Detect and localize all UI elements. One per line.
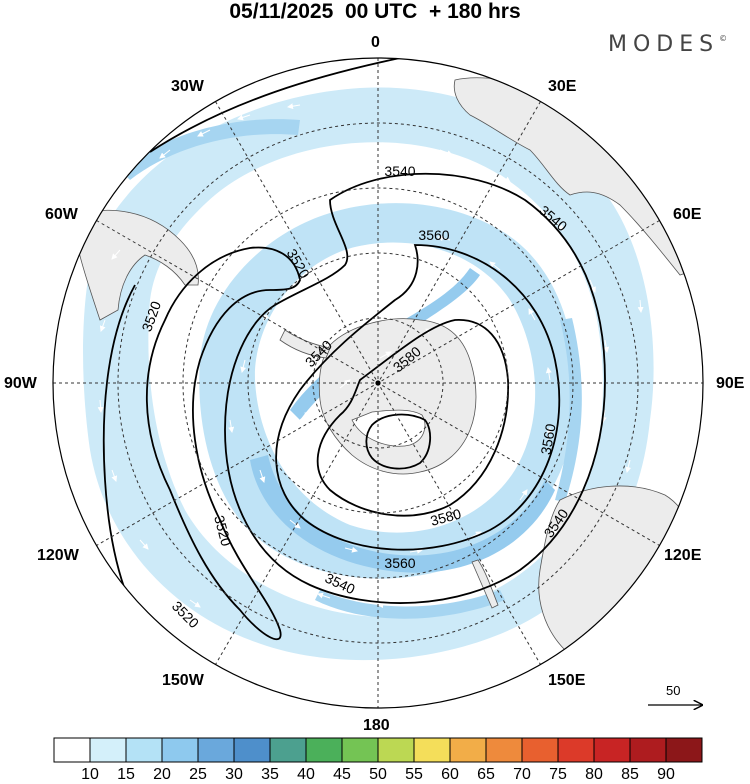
colorbar-swatch (665, 737, 703, 763)
colorbar-swatch (161, 737, 199, 763)
contour-3580 (316, 319, 509, 517)
contour-label: 3540 (384, 163, 415, 179)
new-zealand (471, 559, 499, 609)
colorbar-swatch (485, 737, 523, 763)
lon-label-150w: 150W (162, 672, 204, 689)
brand-logo: MODES© (608, 32, 727, 57)
lon-label-30e: 30E (548, 78, 577, 95)
colorbar-tick-label: 15 (117, 766, 135, 783)
colorbar-tick-label: 70 (513, 766, 531, 783)
reference-vector-label: 50 (666, 683, 681, 698)
colorbar-swatch (269, 737, 307, 763)
lon-label-120w: 120W (37, 547, 79, 564)
contour-label: 3560 (418, 227, 449, 243)
jet-core-1 (250, 455, 555, 573)
lon-label-150e: 150E (548, 672, 586, 689)
colorbar-swatch (557, 737, 595, 763)
map-boundary (52, 57, 704, 709)
colorbar-swatch (521, 737, 559, 763)
contour-label: 3580 (429, 505, 463, 529)
jet-core-4 (315, 590, 505, 619)
colorbar-swatch (413, 737, 451, 763)
lon-label-0: 0 (371, 34, 380, 51)
colorbar-tick-label: 10 (81, 766, 99, 783)
colorbar-swatch (341, 737, 379, 763)
jet-core-3 (120, 119, 300, 180)
lon-label-60e: 60E (673, 206, 702, 223)
colorbar-swatch (449, 737, 487, 763)
colorbar-tick-label: 55 (405, 766, 423, 783)
colorbar-swatch (377, 737, 415, 763)
colorbar-swatch (53, 737, 91, 763)
colorbar-tick-label: 90 (657, 766, 675, 783)
antarctica (318, 318, 477, 475)
south-america (74, 209, 199, 321)
colorbar-swatch (305, 737, 343, 763)
lon-label-90w: 90W (4, 375, 37, 392)
colorbar-tick-label: 45 (333, 766, 351, 783)
colorbar-tick-label: 25 (189, 766, 207, 783)
contour-3520-west (145, 246, 301, 641)
contour-label: 3560 (384, 555, 415, 571)
colorbar (53, 737, 703, 763)
jet-band-inner (199, 203, 576, 579)
colorbar-swatch (629, 737, 667, 763)
colorbar-tick-label: 60 (441, 766, 459, 783)
colorbar-tick-label: 20 (153, 766, 171, 783)
colorbar-tick-label: 75 (549, 766, 567, 783)
colorbar-tick-label: 30 (225, 766, 243, 783)
lon-label-90e: 90E (716, 375, 745, 392)
colorbar-tick-label: 85 (621, 766, 639, 783)
lon-label-60w: 60W (45, 206, 78, 223)
contour-label: 3560 (537, 422, 558, 456)
colorbar-tick-label: 40 (297, 766, 315, 783)
brand-name: MODES (608, 32, 720, 57)
lon-label-30w: 30W (171, 78, 204, 95)
contour-3600 (365, 413, 431, 470)
contour-3560 (275, 244, 561, 551)
colorbar-tick-label: 50 (369, 766, 387, 783)
contour-label: 3520 (211, 514, 235, 548)
colorbar-swatch (233, 737, 271, 763)
map-title: 05/11/2025 00 UTC + 180 hrs (229, 0, 521, 23)
colorbar-swatch (197, 737, 235, 763)
map-disk (53, 58, 703, 708)
colorbar-swatch (89, 737, 127, 763)
south-pole-dot (375, 380, 381, 386)
jet-core-5 (555, 318, 582, 502)
contour-3540-main (224, 172, 606, 604)
colorbar-swatch (125, 737, 163, 763)
colorbar-tick-label: 65 (477, 766, 495, 783)
lon-label-120e: 120E (664, 547, 702, 564)
polar-map: 3540 3540 3560 3520 3520 3540 3580 3560 … (52, 57, 704, 740)
colorbar-tick-label: 35 (261, 766, 279, 783)
colorbar-tick-label: 80 (585, 766, 603, 783)
height-contours (102, 58, 606, 656)
lon-label-180: 180 (363, 717, 390, 734)
colorbar-swatch (593, 737, 631, 763)
contour-3520-north (149, 58, 401, 153)
copyright-mark: © (719, 34, 728, 43)
